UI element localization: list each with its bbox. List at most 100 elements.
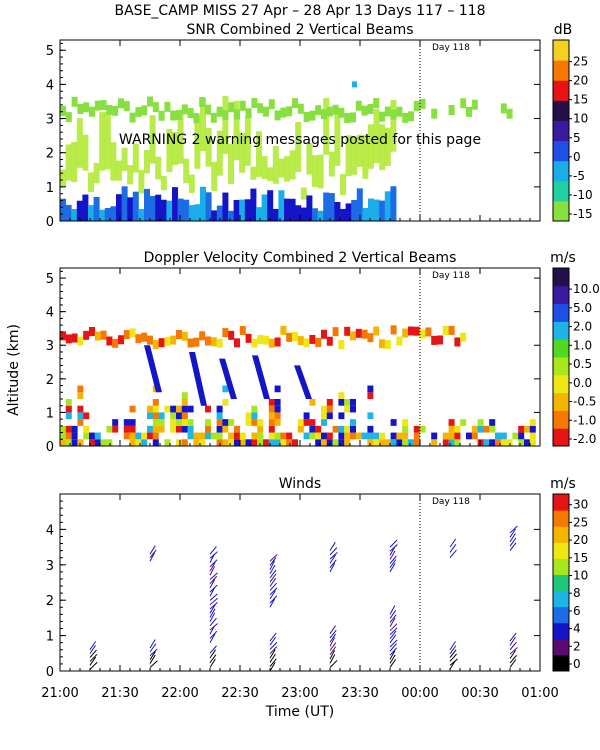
snr-cell xyxy=(351,136,358,175)
x-tick-label: 00:00 xyxy=(401,686,438,701)
doppler-cell xyxy=(460,332,467,342)
doppler-cell xyxy=(506,439,513,446)
snr-cell xyxy=(321,109,327,120)
colorbar-label: 25 xyxy=(573,55,588,69)
doppler-cell xyxy=(268,439,275,446)
wind-barb xyxy=(329,554,336,564)
doppler-cell xyxy=(396,336,403,346)
colorbar-label: 0.0 xyxy=(573,376,592,390)
snr-cell xyxy=(344,112,351,123)
wind-barb xyxy=(269,646,278,655)
snr-cell xyxy=(176,110,182,121)
doppler-cell xyxy=(268,432,275,440)
wind-barb xyxy=(269,590,276,600)
doppler-cell xyxy=(77,439,84,446)
y-tick-label: 4 xyxy=(46,306,54,321)
wind-barb xyxy=(269,573,277,583)
snr-cell xyxy=(211,161,218,191)
doppler-cell xyxy=(158,419,165,426)
snr-cell xyxy=(82,194,89,221)
doppler-cell xyxy=(112,419,119,426)
doppler-cell xyxy=(123,425,130,433)
wind-barb xyxy=(209,617,217,627)
doppler-cell xyxy=(303,419,310,426)
snr-cell xyxy=(328,193,335,221)
snr-cell xyxy=(274,110,281,121)
doppler-cell xyxy=(460,419,467,426)
colorbar-segment xyxy=(553,374,569,394)
snr-cell xyxy=(188,174,195,193)
wind-barb xyxy=(269,569,277,579)
doppler-cell xyxy=(483,439,490,446)
snr-cell xyxy=(390,99,397,152)
y-tick-label: 2 xyxy=(46,594,54,609)
doppler-cell xyxy=(321,432,327,440)
snr-cell xyxy=(188,205,195,221)
snr-cell xyxy=(267,190,274,221)
doppler-cell xyxy=(431,335,438,345)
doppler-cell xyxy=(292,439,298,446)
snr-cell xyxy=(94,100,101,111)
doppler-cell xyxy=(431,439,438,446)
doppler-cell xyxy=(210,432,217,440)
snr-cell xyxy=(210,112,217,123)
colorbar-segment xyxy=(553,321,569,340)
colorbar-segment xyxy=(553,100,569,121)
doppler-cell xyxy=(83,425,90,433)
doppler-cell xyxy=(495,439,501,446)
snr-cell xyxy=(352,81,357,88)
snr-cell xyxy=(222,192,229,221)
wind-barb xyxy=(509,632,517,642)
snr-cell xyxy=(193,113,200,124)
doppler-cell xyxy=(350,419,356,426)
wind-barb xyxy=(209,633,216,643)
snr-cell xyxy=(160,175,167,191)
snr-cell xyxy=(164,101,171,112)
snr-cell xyxy=(278,158,285,178)
colorbar-segment xyxy=(553,60,569,81)
snr-cell xyxy=(323,98,330,155)
doppler-cell xyxy=(338,392,345,399)
doppler-cell xyxy=(413,439,420,446)
doppler-cell xyxy=(402,439,409,446)
snr-cell xyxy=(402,112,409,123)
snr-cell xyxy=(88,205,94,221)
wind-barb xyxy=(329,552,338,560)
colorbar-frame xyxy=(552,493,570,672)
wind-barb xyxy=(449,649,457,658)
wind-barb xyxy=(449,543,457,553)
snr-cell xyxy=(261,194,268,221)
doppler-cell xyxy=(321,412,327,420)
snr-cell xyxy=(88,172,94,193)
snr-cell xyxy=(384,191,391,221)
wind-barb xyxy=(269,636,277,646)
doppler-cell xyxy=(199,331,206,341)
doppler-cell xyxy=(222,425,229,433)
doppler-cell xyxy=(326,405,333,413)
colorbar-label: 20 xyxy=(573,533,588,547)
wind-barb xyxy=(449,653,458,662)
day-marker: Day 118 xyxy=(432,497,470,507)
snr-cell xyxy=(199,97,206,108)
doppler-cell xyxy=(373,326,380,336)
doppler-cell xyxy=(234,338,240,348)
snr-cell xyxy=(284,156,290,182)
snr-cell xyxy=(297,103,304,114)
doppler-cell xyxy=(425,327,432,337)
doppler-cell xyxy=(390,419,397,426)
wind-barb xyxy=(389,627,398,636)
wind-barb xyxy=(209,654,217,664)
snr-cell xyxy=(338,107,345,118)
snr-cell xyxy=(272,145,279,184)
snr-cell xyxy=(121,186,128,221)
doppler-cell xyxy=(158,412,165,420)
snr-cell xyxy=(216,130,223,176)
snr-cell xyxy=(289,198,296,221)
snr-cell xyxy=(155,194,162,221)
doppler-cell xyxy=(251,439,258,446)
doppler-cell xyxy=(477,425,484,433)
doppler-cell xyxy=(205,405,211,413)
wind-barb xyxy=(89,644,96,654)
wind-barb xyxy=(389,623,398,632)
doppler-cell xyxy=(228,432,235,440)
